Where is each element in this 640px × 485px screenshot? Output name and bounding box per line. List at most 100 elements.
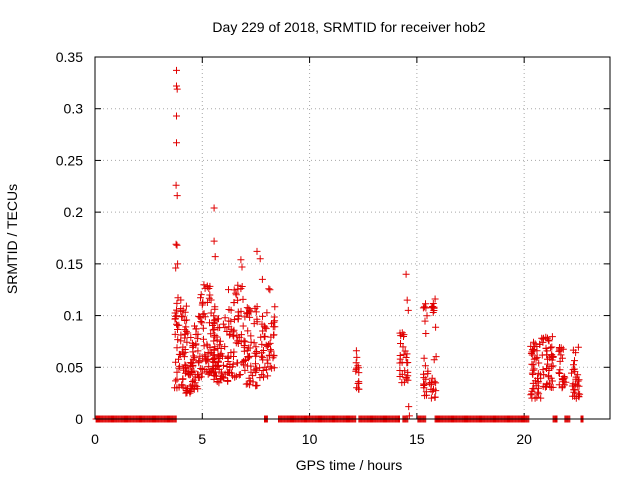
data-point: [269, 323, 277, 331]
data-point: [186, 371, 194, 379]
data-point: [207, 330, 215, 338]
data-point: [217, 370, 225, 378]
x-tick-label: 5: [198, 431, 206, 447]
data-point: [210, 351, 218, 359]
data-point: [238, 263, 246, 271]
data-point: [210, 333, 218, 341]
data-point: [402, 354, 410, 361]
data-point: [432, 379, 440, 387]
data-point: [265, 341, 273, 349]
data-point: [575, 382, 583, 390]
data-point: [555, 369, 563, 377]
data-point: [574, 343, 582, 351]
data-point: [253, 318, 261, 326]
data-point: [558, 354, 566, 362]
data-point: [404, 368, 412, 376]
data-point: [431, 295, 439, 303]
data-point: [177, 337, 185, 345]
data-point: [225, 317, 233, 325]
data-point: [179, 312, 187, 320]
data-point: [352, 347, 360, 355]
data-point: [209, 326, 217, 334]
data-point: [216, 341, 224, 349]
data-point: [177, 296, 185, 304]
data-point: [267, 347, 275, 355]
data-point: [259, 367, 267, 374]
data-point: [561, 374, 569, 382]
data-point: [221, 343, 229, 351]
data-point: [172, 240, 180, 248]
data-point: [401, 367, 409, 375]
data-point: [201, 313, 209, 321]
data-point: [420, 303, 428, 311]
data-point: [210, 312, 218, 320]
data-point: [238, 283, 246, 290]
data-point: [258, 340, 266, 348]
data-point: [196, 352, 204, 360]
data-point: [194, 347, 202, 355]
data-point: [173, 82, 180, 90]
data-point: [527, 391, 535, 399]
data-point: [195, 313, 203, 321]
data-point: [195, 359, 203, 367]
data-point: [263, 366, 271, 374]
data-point: [430, 303, 438, 311]
data-point: [549, 383, 557, 391]
data-point: [181, 361, 189, 369]
data-point: [544, 360, 552, 368]
data-point: [227, 349, 235, 357]
data-point: [210, 320, 218, 328]
data-point: [189, 361, 197, 369]
data-point: [245, 353, 253, 361]
data-point: [171, 330, 179, 338]
data-point: [547, 352, 555, 360]
data-point: [355, 385, 363, 393]
data-point: [545, 367, 553, 374]
data-point: [267, 333, 275, 341]
data-point: [184, 329, 192, 337]
data-point: [217, 345, 225, 352]
data-point: [571, 386, 579, 394]
data-point: [237, 256, 245, 264]
data-point: [427, 394, 435, 402]
data-point: [403, 350, 411, 358]
data-point: [253, 365, 261, 373]
data-point: [354, 362, 362, 370]
data-point: [229, 360, 237, 368]
data-point: [214, 357, 222, 365]
data-point: [200, 310, 208, 318]
data-point: [258, 371, 266, 379]
y-axis-label: SRMTID / TECUs: [4, 184, 20, 294]
data-point: [421, 380, 429, 388]
data-point: [172, 312, 180, 320]
data-point: [252, 343, 260, 351]
data-point: [243, 309, 251, 317]
data-point: [263, 309, 271, 317]
data-point: [256, 364, 264, 372]
data-point: [195, 374, 203, 382]
data-point: [179, 343, 187, 351]
data-point: [183, 338, 191, 346]
y-tick-label: 0.35: [56, 49, 83, 65]
data-point: [353, 353, 361, 361]
data-point: [547, 374, 555, 382]
data-point: [425, 379, 433, 387]
data-point: [400, 331, 408, 339]
data-point: [253, 247, 261, 255]
data-point: [258, 352, 265, 360]
data-point: [251, 304, 259, 312]
data-point: [173, 299, 181, 307]
data-point: [205, 362, 213, 370]
data-point: [257, 333, 265, 341]
data-point: [246, 313, 254, 321]
data-point: [250, 320, 258, 328]
data-point: [537, 394, 545, 402]
data-point: [533, 393, 541, 401]
data-point: [557, 351, 565, 359]
data-point: [355, 379, 363, 387]
data-point: [530, 385, 538, 393]
data-point: [429, 300, 437, 307]
data-point: [177, 331, 185, 339]
y-tick-label: 0.05: [56, 359, 83, 375]
data-point: [172, 181, 180, 189]
